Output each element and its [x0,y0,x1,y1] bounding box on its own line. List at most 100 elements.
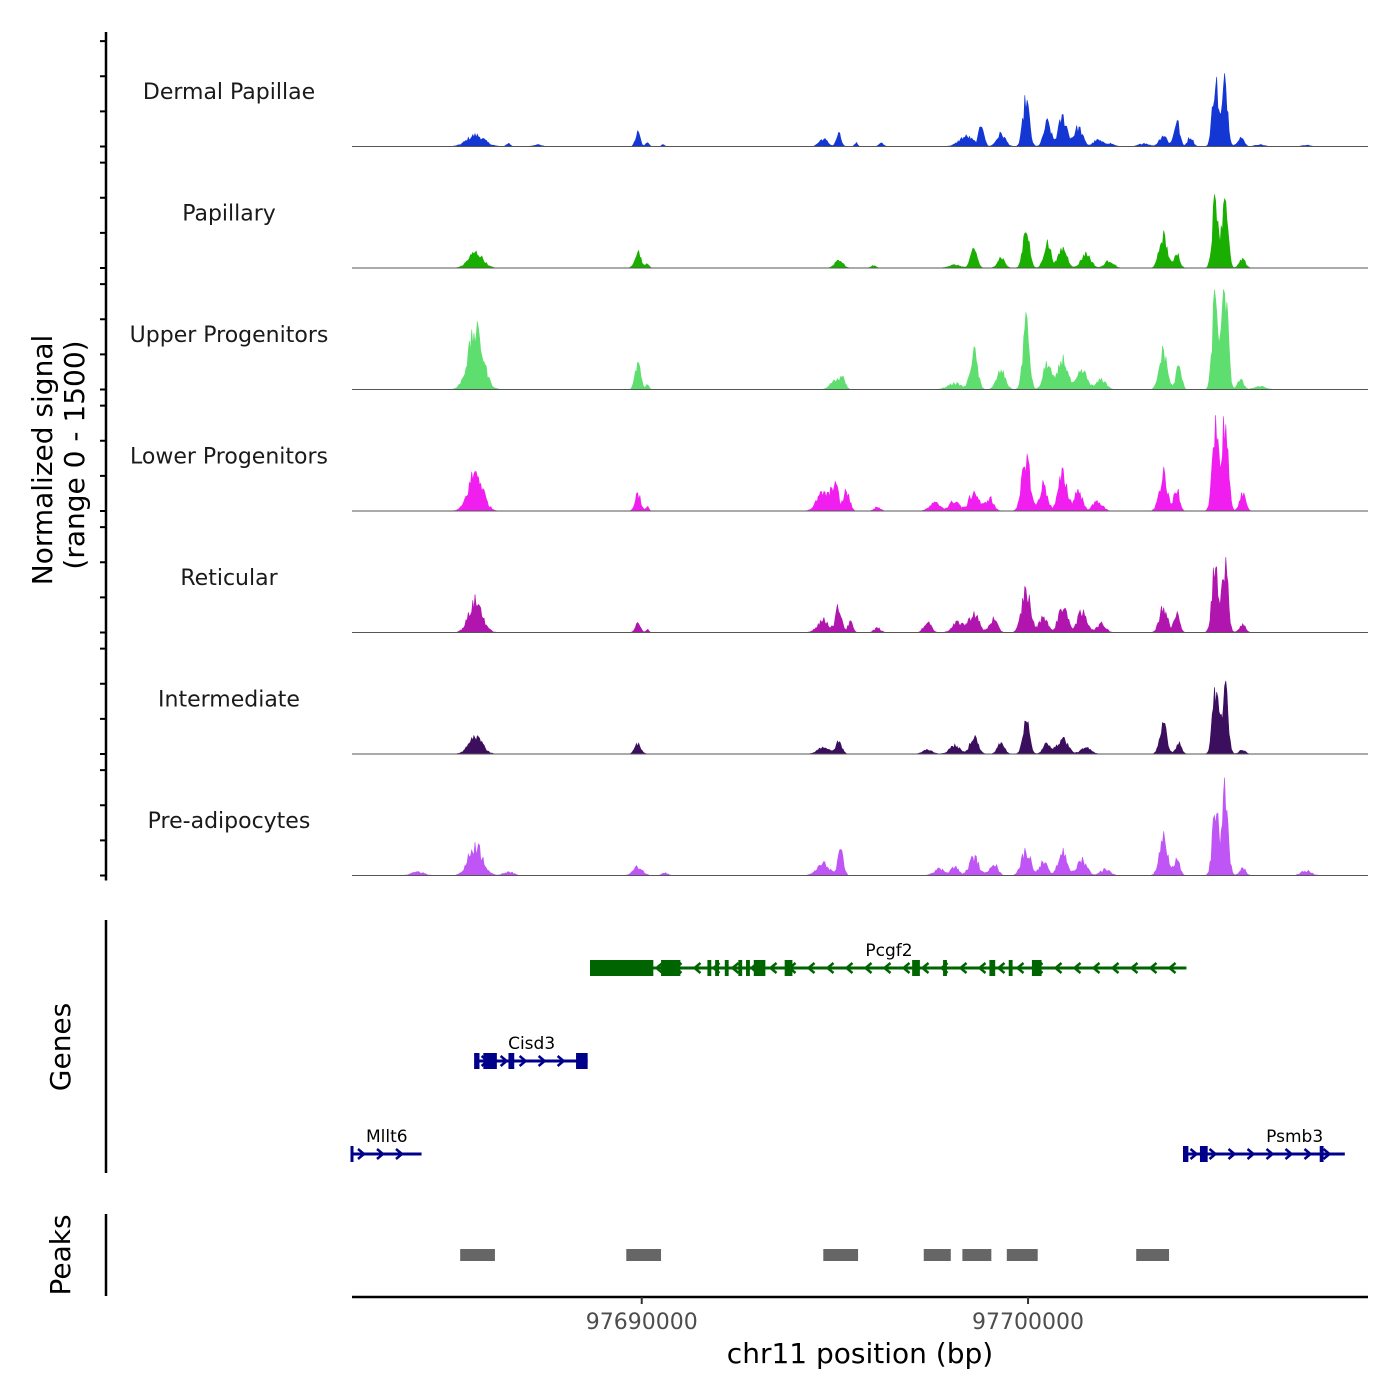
peak-region [460,1249,495,1261]
strand-chevron [863,962,873,974]
track-label: Upper Progenitors [130,323,329,348]
x-tick-label: 97700000 [972,1310,1084,1335]
gene-label: Cisd3 [508,1034,555,1054]
gene-exon [1008,960,1013,976]
strand-chevron [1148,962,1158,974]
strand-chevron [730,962,740,974]
signal-area [352,415,1368,512]
strand-chevron [376,1148,385,1160]
gene-exon [508,1053,515,1069]
strand-chevron [499,1055,509,1067]
strand-chevron [1053,962,1063,974]
track-label: Lower Progenitors [130,445,328,470]
track-label: Papillary [182,202,276,227]
y-axis-title-line1: Normalized signal [26,335,59,586]
gene-exon [475,1053,480,1069]
signal-track: Papillary [182,194,1368,269]
strand-chevron [556,1055,566,1067]
gene-exon [1199,1146,1208,1162]
strand-chevron [901,962,911,974]
signal-area [352,777,1368,876]
strand-chevron [768,962,778,974]
strand-chevron [882,962,892,974]
strand-chevron [844,962,854,974]
strand-chevron [1303,1148,1313,1160]
peak-region [626,1249,662,1261]
axes: Normalized signal (range 0 - 1500) Genes… [26,32,1368,1370]
strand-chevron [692,962,702,974]
gene-label: Mllt6 [366,1127,408,1147]
gene-exon [746,960,750,976]
signal-track: Intermediate [158,680,1368,755]
gene-model: Mllt6 [350,1127,422,1162]
strand-chevron [654,962,664,974]
strand-chevron [1015,962,1025,974]
signal-track: Lower Progenitors [130,415,1368,512]
strand-chevron [1072,962,1082,974]
strand-chevron [825,962,835,974]
gene-exon [1184,1146,1189,1162]
strand-chevron [1189,1148,1199,1160]
peak-track [460,1249,1170,1261]
strand-chevron [1246,1148,1256,1160]
gene-exon [576,1053,588,1069]
signal-area [352,680,1368,755]
gene-exon [661,960,681,976]
signal-area [352,194,1368,269]
track-label: Pre-adipocytes [148,809,311,834]
strand-chevron [1284,1148,1294,1160]
signal-area [352,556,1368,633]
gene-model: Psmb3 [1183,1127,1345,1162]
gene-exon [784,960,793,976]
gene-exon [707,960,712,976]
gene-exon [738,960,743,976]
gene-exon [1319,1146,1324,1162]
strand-chevron [1167,962,1177,974]
gene-label: Pcgf2 [865,941,912,961]
gene-track: Pcgf2 Cisd3 Mllt6 Psmb3 [350,941,1345,1162]
signal-track: Pre-adipocytes [148,777,1368,876]
gene-exon [724,960,729,976]
strand-chevron [395,1148,404,1160]
strand-chevron [1110,962,1120,974]
gene-exon [753,960,766,976]
gene-model: Pcgf2 [590,941,1187,976]
genes-panel-label: Genes [44,1003,77,1091]
strand-chevron [1227,1148,1237,1160]
signal-track: Dermal Papillae [143,73,1368,147]
track-label: Dermal Papillae [143,80,315,105]
signal-track: Reticular [180,556,1368,633]
strand-chevron [518,1055,528,1067]
x-axis-title: chr11 position (bp) [727,1337,993,1370]
peaks-panel-label: Peaks [44,1214,77,1295]
gene-exon [483,1053,497,1069]
gene-label: Psmb3 [1266,1127,1323,1147]
track-label: Reticular [180,566,278,591]
signal-area [352,73,1368,147]
strand-chevron [958,962,968,974]
signal-track: Upper Progenitors [130,289,1368,390]
peak-region [1006,1249,1038,1261]
strand-chevron [806,962,816,974]
strand-chevron [1208,1148,1218,1160]
strand-chevron [977,962,987,974]
peak-region [962,1249,992,1261]
strand-chevron [1091,962,1101,974]
gene-exon [989,960,996,976]
strand-chevron [1322,1148,1332,1160]
strand-chevron [1129,962,1139,974]
gene-exon [591,960,654,976]
gene-exon [943,960,947,976]
strand-chevron [537,1055,547,1067]
peak-region [823,1249,859,1261]
gene-model: Cisd3 [474,1034,588,1069]
track-label: Intermediate [158,688,300,713]
x-tick-label: 97690000 [586,1310,698,1335]
gene-exon [715,960,719,976]
signal-area [352,289,1368,390]
peak-region [1136,1249,1170,1261]
gene-exon [912,960,920,976]
signal-tracks: Dermal Papillae Papillary Upper Progenitor… [130,73,1368,876]
gene-exon [1031,960,1042,976]
